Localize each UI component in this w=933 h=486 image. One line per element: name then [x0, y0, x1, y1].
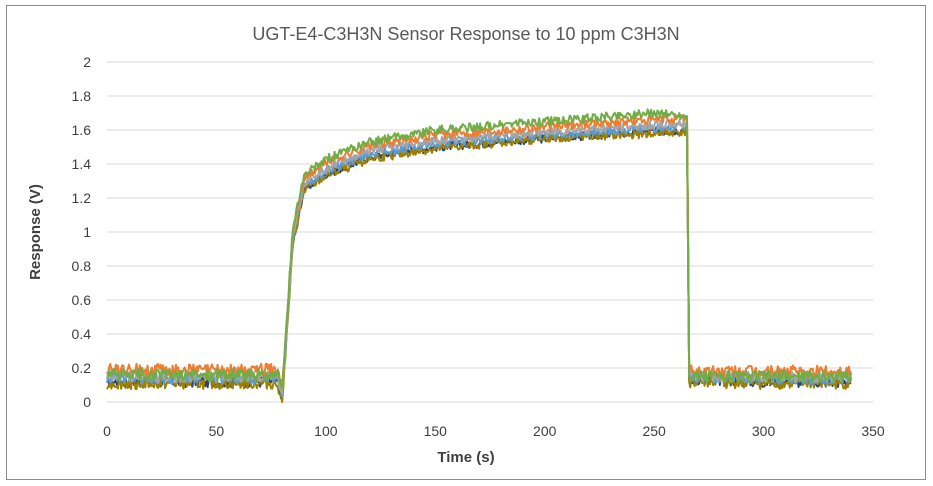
- y-tick-label: 0.4: [72, 326, 92, 342]
- y-tick-label: 2: [83, 54, 91, 70]
- x-tick-label: 200: [533, 423, 557, 439]
- y-tick-label: 1.8: [72, 88, 92, 104]
- chart-title: UGT-E4-C3H3N Sensor Response to 10 ppm C…: [252, 24, 679, 44]
- x-tick-labels: 0 50 100 150 200 250 300 350: [103, 423, 885, 439]
- y-tick-label: 1: [83, 224, 91, 240]
- y-tick-labels: 0 0.2 0.4 0.6 0.8 1 1.2 1.4 1.6 1.8 2: [72, 54, 92, 410]
- x-tick-label: 50: [209, 423, 225, 439]
- y-tick-label: 1.6: [72, 122, 92, 138]
- y-axis-label: Response (V): [27, 184, 44, 280]
- x-tick-label: 100: [314, 423, 338, 439]
- y-tick-label: 0.2: [72, 360, 92, 376]
- series-line-5: [106, 114, 853, 388]
- x-tick-label: 300: [752, 423, 776, 439]
- series-lines: [106, 108, 853, 403]
- chart-frame: [6, 5, 926, 480]
- x-tick-label: 350: [861, 423, 885, 439]
- y-tick-label: 0: [83, 394, 91, 410]
- series-line-6: [106, 108, 853, 390]
- series-line-2: [106, 127, 853, 403]
- series-line-1: [106, 126, 852, 400]
- x-tick-label: 150: [424, 423, 448, 439]
- y-tick-label: 1.2: [72, 190, 92, 206]
- x-tick-label: 0: [103, 423, 111, 439]
- x-tick-label: 250: [642, 423, 666, 439]
- series-line-4: [106, 119, 852, 395]
- x-axis-label: Time (s): [437, 449, 494, 466]
- y-tick-label: 0.6: [72, 292, 92, 308]
- y-tick-label: 1.4: [72, 156, 92, 172]
- y-tick-label: 0.8: [72, 258, 92, 274]
- grid-lines: [107, 61, 873, 403]
